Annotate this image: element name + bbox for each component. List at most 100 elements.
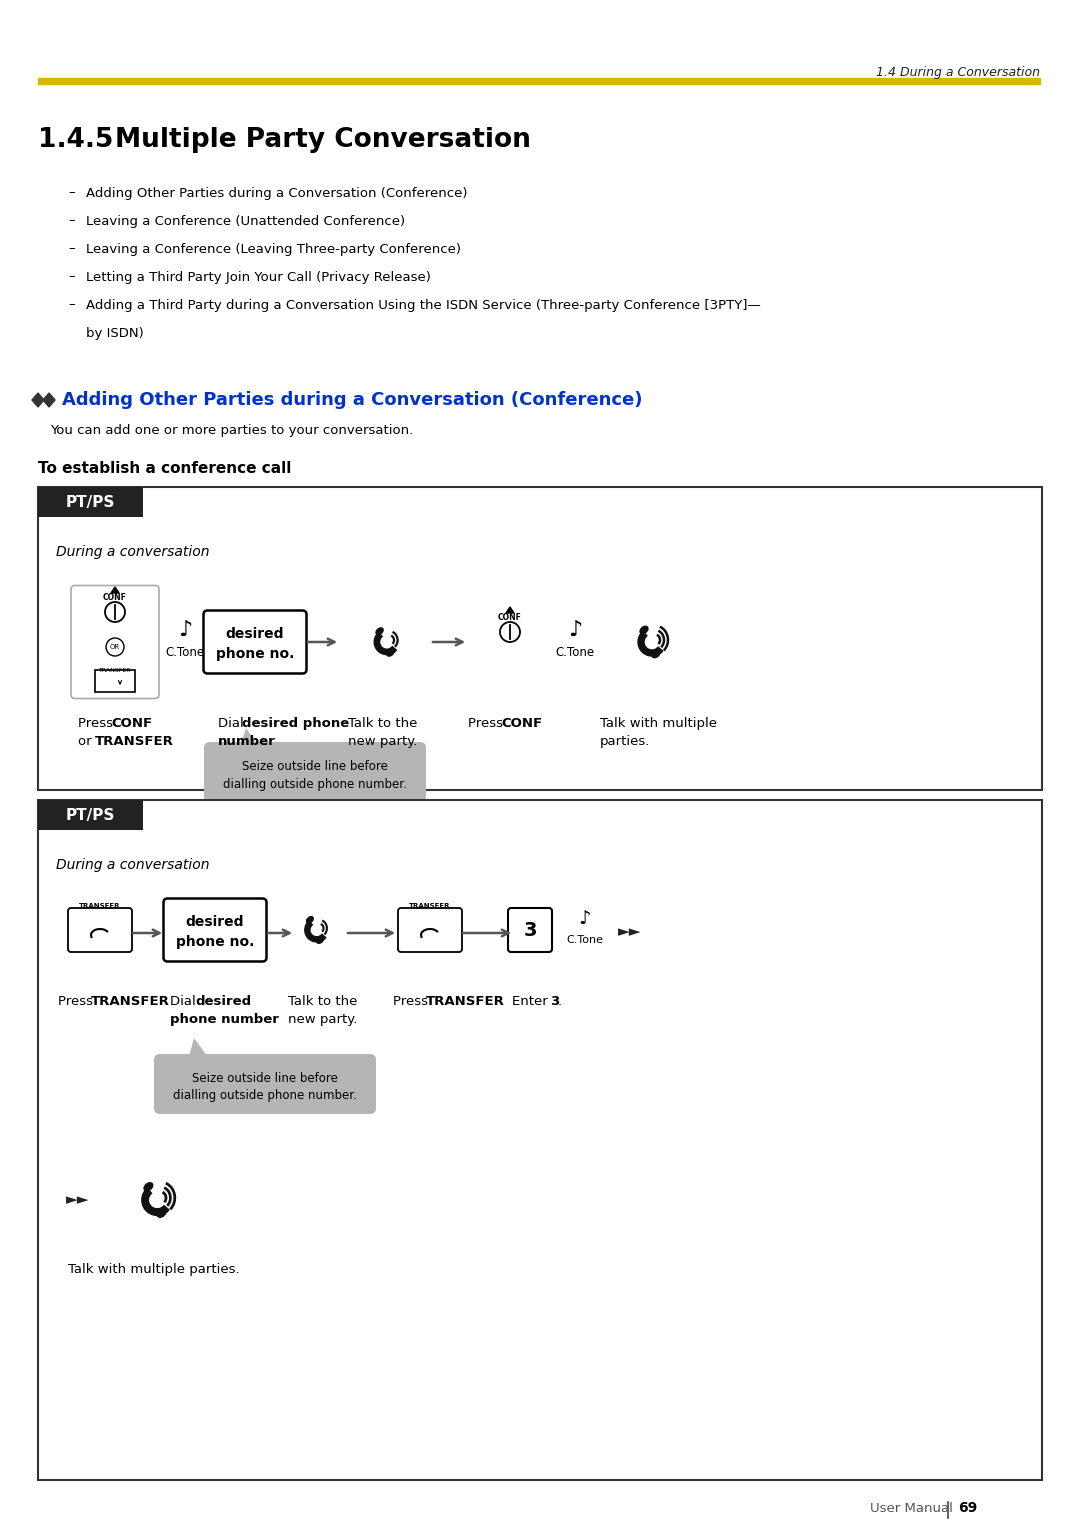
Text: PT/PS: PT/PS (66, 807, 116, 822)
Text: TRANSFER: TRANSFER (409, 903, 450, 909)
Polygon shape (32, 393, 44, 406)
Text: CONF: CONF (498, 613, 522, 622)
Text: phone no.: phone no. (216, 646, 294, 662)
Text: Press: Press (58, 995, 97, 1008)
Text: Press: Press (393, 995, 432, 1008)
Text: TRANSFER: TRANSFER (79, 903, 121, 909)
Text: –: – (68, 214, 75, 228)
FancyBboxPatch shape (71, 585, 159, 698)
Polygon shape (507, 607, 514, 613)
Text: –: – (68, 298, 75, 312)
Text: .: . (486, 995, 490, 1008)
Text: dialling outside phone number.: dialling outside phone number. (173, 1089, 356, 1103)
Ellipse shape (307, 917, 313, 923)
Polygon shape (240, 727, 260, 749)
Text: Seize outside line before: Seize outside line before (242, 759, 388, 773)
Text: by ISDN): by ISDN) (86, 327, 144, 339)
Text: Enter: Enter (512, 995, 552, 1008)
Circle shape (106, 639, 124, 656)
Text: PT/PS: PT/PS (66, 495, 116, 509)
Text: Multiple Party Conversation: Multiple Party Conversation (114, 127, 531, 153)
Text: 3: 3 (523, 920, 537, 940)
Text: To establish a conference call: To establish a conference call (38, 460, 292, 475)
Ellipse shape (640, 626, 648, 634)
Text: Talk to the: Talk to the (348, 717, 417, 730)
Text: –: – (68, 186, 75, 200)
FancyBboxPatch shape (38, 801, 1042, 1481)
Text: CONF: CONF (103, 593, 127, 602)
FancyBboxPatch shape (38, 487, 1042, 790)
Bar (38, 78, 1040, 84)
Text: C.Tone: C.Tone (555, 645, 595, 659)
Text: Adding Other Parties during a Conversation (Conference): Adding Other Parties during a Conversati… (62, 391, 643, 410)
FancyBboxPatch shape (154, 1054, 376, 1114)
Polygon shape (374, 633, 396, 654)
Polygon shape (43, 393, 55, 406)
Text: You can add one or more parties to your conversation.: You can add one or more parties to your … (50, 423, 414, 437)
Text: Adding a Third Party during a Conversation Using the ISDN Service (Three-party C: Adding a Third Party during a Conversati… (86, 298, 760, 312)
FancyBboxPatch shape (399, 908, 462, 952)
Text: .: . (534, 717, 538, 730)
Text: 3: 3 (550, 995, 559, 1008)
Ellipse shape (158, 1209, 166, 1218)
Text: Press: Press (78, 717, 118, 730)
Ellipse shape (144, 1183, 152, 1190)
Text: Letting a Third Party Join Your Call (Privacy Release): Letting a Third Party Join Your Call (Pr… (86, 270, 431, 284)
Text: During a conversation: During a conversation (56, 859, 210, 872)
Text: Leaving a Conference (Leaving Three-party Conference): Leaving a Conference (Leaving Three-part… (86, 243, 461, 255)
Text: or: or (78, 735, 96, 749)
Text: .: . (264, 735, 268, 749)
Ellipse shape (387, 649, 394, 656)
Text: phone no.: phone no. (176, 935, 254, 949)
Text: .: . (156, 735, 159, 749)
Polygon shape (111, 587, 119, 593)
Text: Dial: Dial (218, 717, 248, 730)
Text: .: . (253, 1013, 257, 1025)
FancyBboxPatch shape (508, 908, 552, 952)
FancyBboxPatch shape (163, 898, 267, 961)
Text: TRANSFER: TRANSFER (95, 735, 174, 749)
Text: Press: Press (468, 717, 508, 730)
Text: C.Tone: C.Tone (165, 645, 204, 659)
Text: Adding Other Parties during a Conversation (Conference): Adding Other Parties during a Conversati… (86, 186, 468, 200)
Text: ►►: ►► (618, 924, 642, 940)
Text: desired phone: desired phone (242, 717, 349, 730)
Text: .: . (151, 995, 156, 1008)
Polygon shape (305, 921, 326, 941)
Text: Talk to the: Talk to the (288, 995, 357, 1008)
Ellipse shape (316, 937, 323, 943)
Text: CONF: CONF (111, 717, 152, 730)
FancyBboxPatch shape (204, 743, 426, 802)
Text: 1.4 During a Conversation: 1.4 During a Conversation (876, 66, 1040, 78)
Text: ♪: ♪ (568, 620, 582, 640)
FancyBboxPatch shape (68, 908, 132, 952)
Text: 1.4.5: 1.4.5 (38, 127, 113, 153)
Text: desired: desired (195, 995, 252, 1008)
Text: Leaving a Conference (Unattended Conference): Leaving a Conference (Unattended Confere… (86, 214, 405, 228)
Text: OR: OR (110, 643, 120, 649)
Ellipse shape (376, 628, 383, 634)
FancyBboxPatch shape (38, 801, 143, 830)
Polygon shape (638, 631, 663, 656)
FancyBboxPatch shape (203, 611, 307, 674)
Text: new party.: new party. (288, 1013, 357, 1025)
Polygon shape (141, 1189, 168, 1215)
Text: –: – (68, 243, 75, 255)
Circle shape (500, 622, 519, 642)
Text: dialling outside phone number.: dialling outside phone number. (224, 778, 407, 790)
Text: 69: 69 (958, 1500, 977, 1514)
Text: ♪: ♪ (178, 620, 192, 640)
Text: C.Tone: C.Tone (567, 935, 604, 944)
Text: desired: desired (186, 915, 244, 929)
Circle shape (105, 602, 125, 622)
Text: parties.: parties. (600, 735, 650, 749)
Text: TRANSFER: TRANSFER (426, 995, 504, 1008)
Text: ♪: ♪ (579, 909, 591, 927)
Text: phone number: phone number (170, 1013, 279, 1025)
Text: number: number (218, 735, 275, 749)
Text: Talk with multiple: Talk with multiple (600, 717, 717, 730)
Text: CONF: CONF (501, 717, 542, 730)
Text: Dial: Dial (170, 995, 200, 1008)
Text: Talk with multiple parties.: Talk with multiple parties. (68, 1264, 240, 1276)
Text: During a conversation: During a conversation (56, 545, 210, 559)
